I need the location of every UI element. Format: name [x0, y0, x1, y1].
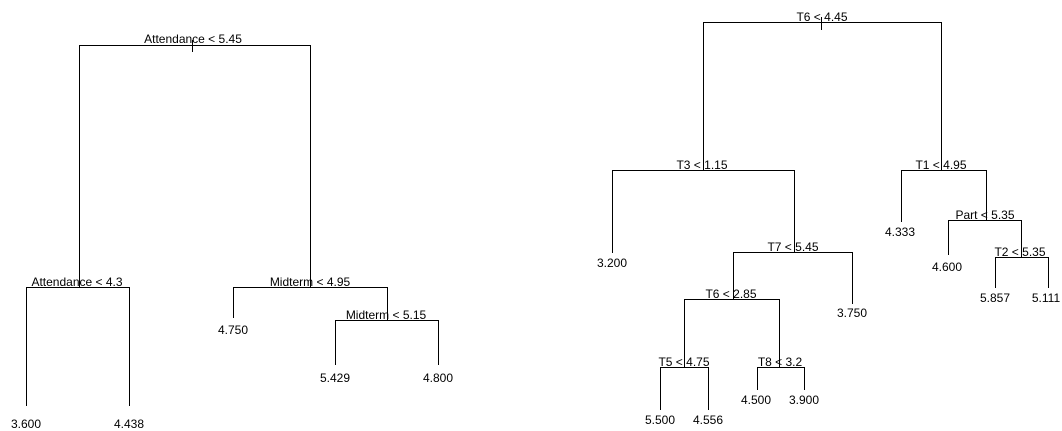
tree2-rr-split-label: Part < 5.35: [955, 208, 1014, 222]
tree1-left-node: [26, 287, 130, 406]
tree2-left-node: [612, 170, 795, 253]
tree2-leaf-value: 3.900: [789, 393, 819, 407]
tree2-lr-node: [733, 252, 853, 304]
tree2-rr-node: [948, 220, 1022, 257]
tree2-leaf-value: 5.500: [645, 413, 675, 427]
tree2-lrlr-split-label: T8 < 3.2: [758, 355, 803, 369]
tree1-leaf-value: 4.438: [114, 417, 144, 431]
tree2-lrl-split-label: T6 < 2.85: [705, 287, 756, 301]
tree2-root-split-label: T6 < 4.45: [796, 10, 847, 24]
tree1-right-right-split-label: Midterm < 5.15: [346, 308, 427, 322]
tree2-leaf-value: 5.857: [980, 291, 1010, 305]
tree2-leaf-value: 4.500: [741, 393, 771, 407]
tree2-leaf-value: 3.200: [597, 256, 627, 270]
tree1-right-node: [233, 287, 388, 320]
tree2-leaf-value: 3.750: [837, 306, 867, 320]
tree2-root-node: [703, 17, 942, 170]
tree2-right-split-label: T1 < 4.95: [915, 158, 966, 172]
tree2-right-node: [901, 170, 987, 222]
tree2-lrlr-node: [757, 367, 805, 390]
tree2-lrll-split-label: T5 < 4.75: [658, 355, 709, 369]
tree2-rrr-split-label: T2 < 5.35: [994, 245, 1045, 259]
tree2-leaf-value: 4.333: [885, 225, 915, 239]
tree2-leaf-value: 5.111: [1032, 291, 1061, 305]
tree1-leaf-value: 4.800: [423, 371, 453, 385]
tree1-root-node: [79, 40, 311, 287]
tree1-right-right-node: [335, 320, 439, 365]
tree2-rrr-node: [995, 257, 1049, 288]
tree1-leaf-value: 3.600: [11, 417, 41, 431]
tree2-leaf-value: 4.556: [693, 413, 723, 427]
tree1-right-split-label: Midterm < 4.95: [270, 275, 351, 289]
tree1-root-split-label: Attendance < 5.45: [144, 32, 242, 46]
tree1-left-split-label: Attendance < 4.3: [31, 275, 122, 289]
tree-1: Attendance < 5.45 Attendance < 4.3 Midte…: [11, 32, 453, 431]
tree2-leaf-value: 4.600: [932, 260, 962, 274]
tree1-leaf-value: 5.429: [320, 371, 350, 385]
tree2-lrll-node: [660, 367, 709, 410]
tree2-lr-split-label: T7 < 5.45: [767, 240, 818, 254]
tree2-lrl-node: [684, 299, 780, 367]
tree1-leaf-value: 4.750: [218, 323, 248, 337]
tree-2: T6 < 4.45 T3 < 1.15 T1 < 4.95 T7 < 5.45 …: [597, 10, 1060, 427]
tree2-left-split-label: T3 < 1.15: [676, 158, 727, 172]
